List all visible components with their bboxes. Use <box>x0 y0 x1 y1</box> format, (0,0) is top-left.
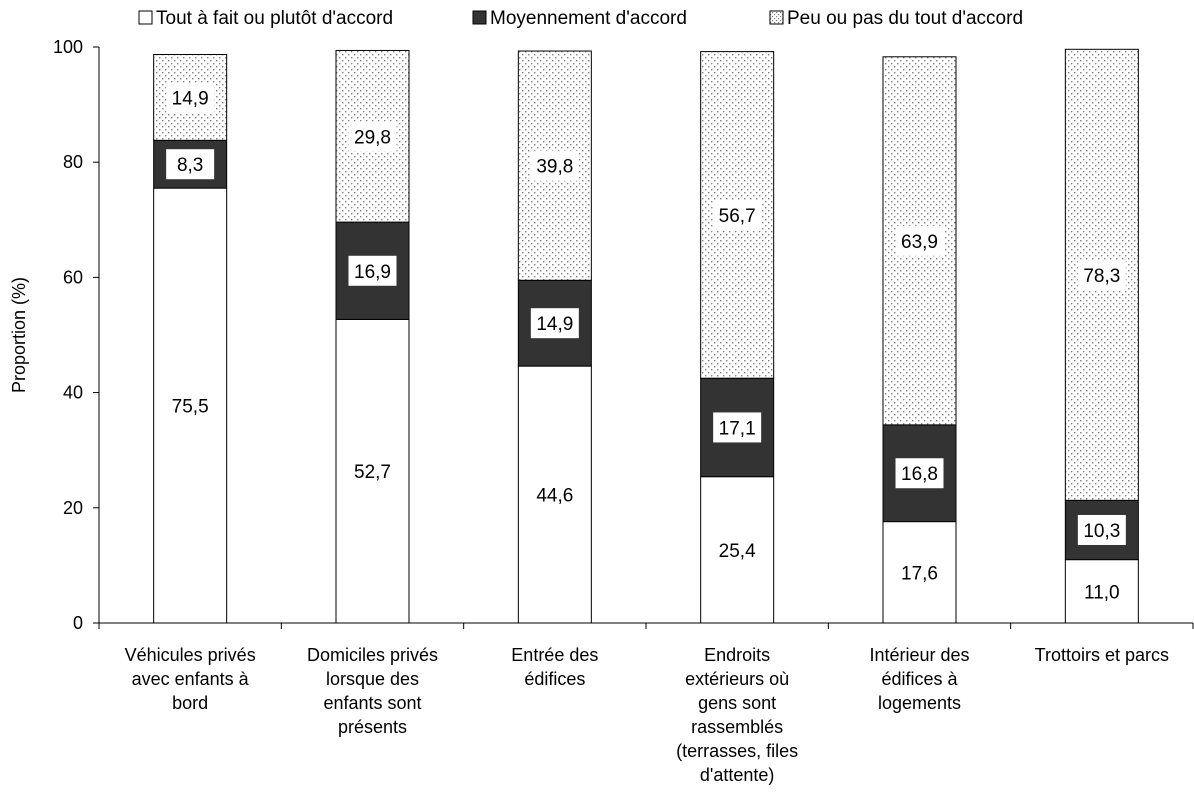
data-label-box <box>895 225 944 256</box>
x-category-label-line: lorsque des <box>326 669 419 689</box>
x-category-label: Endroits extérieurs où gens sont rassemblés… <box>676 645 798 785</box>
y-tick-label: 20 <box>63 498 83 518</box>
x-category-label-line: présents <box>338 717 407 737</box>
y-tick-label: 100 <box>53 37 83 57</box>
x-category-label: Trottoirs et parcs <box>1035 645 1169 665</box>
data-label: 44,6 <box>536 486 573 507</box>
legend-swatch-white <box>138 10 153 25</box>
legend-label: Moyennement d'accord <box>490 8 687 29</box>
bar-segment-white <box>517 365 592 624</box>
y-tick-label: 60 <box>63 267 83 287</box>
x-category-label-line: édifices <box>524 669 585 689</box>
x-category-label-line: logements <box>878 693 961 713</box>
bar-segment-white <box>335 318 410 624</box>
data-label: 39,8 <box>536 157 573 178</box>
data-label-box <box>713 412 762 443</box>
x-category-label-line: (terrasses, files <box>676 741 798 761</box>
data-label-box <box>1077 514 1126 545</box>
data-label: 16,9 <box>354 262 391 283</box>
data-label-box <box>895 458 944 489</box>
x-category-label: Domiciles privés lorsque des enfants sont p… <box>307 645 438 737</box>
data-label: 78,3 <box>1083 266 1120 287</box>
data-label-box <box>1077 259 1126 290</box>
bars <box>153 48 1139 624</box>
x-category-label-line: Entrée des <box>511 645 598 665</box>
legend-swatch-dotted <box>769 10 784 25</box>
bar-segment-white <box>700 476 775 624</box>
data-label-box <box>713 199 762 230</box>
x-category-label-line: Domiciles privés <box>307 645 438 665</box>
legend-label: Peu ou pas du tout d'accord <box>787 8 1023 29</box>
x-category-label-line: d'attente) <box>700 765 775 785</box>
x-category-label-line: gens sont <box>698 693 776 713</box>
data-label-box <box>348 121 397 152</box>
y-tick-label: 80 <box>63 152 83 172</box>
y-tick-label: 40 <box>63 383 83 403</box>
x-category-label-line: édifices à <box>881 669 958 689</box>
x-category-label-line: avec enfants à <box>132 669 250 689</box>
data-label-box <box>166 82 215 113</box>
bar-segment-white <box>882 521 957 624</box>
data-label-box <box>530 308 579 339</box>
x-category-label-line: bord <box>172 693 208 713</box>
y-axis-title: Proportion (%) <box>9 277 29 393</box>
x-category-label-line: Intérieur des <box>869 645 969 665</box>
data-label: 17,1 <box>719 418 756 439</box>
data-label: 63,9 <box>901 232 938 253</box>
data-label-box <box>166 149 215 180</box>
data-labels: 75,5 8,3 14,9 52,7 16,9 29,8 44,6 14,9 39,8 25,4 1… <box>166 82 1126 603</box>
bar-segment-dark <box>700 377 775 478</box>
x-category-label: Intérieur des édifices à logements <box>869 645 969 713</box>
axes: 0 20 40 60 80 100 Proportion (%) Véhicules priv… <box>9 37 1194 785</box>
x-category-label-line: enfants sont <box>323 693 421 713</box>
x-category-label: Entrée des édifices <box>511 645 598 689</box>
bar-segment-white <box>1064 559 1139 624</box>
data-label: 14,9 <box>172 88 209 109</box>
x-category-label-line: Endroits <box>704 645 770 665</box>
bar-segment-white <box>153 187 228 624</box>
x-category-label-line: Véhicules privés <box>125 645 256 665</box>
data-label: 10,3 <box>1083 521 1120 542</box>
data-label-box <box>348 255 397 286</box>
data-label: 75,5 <box>172 397 209 418</box>
data-label: 25,4 <box>719 541 756 562</box>
x-category-label-line: extérieurs où <box>685 669 789 689</box>
x-category-label-line: Trottoirs et parcs <box>1035 645 1169 665</box>
data-label: 16,8 <box>901 464 938 485</box>
data-label: 14,9 <box>536 314 573 335</box>
data-label: 17,6 <box>901 563 938 584</box>
data-label: 56,7 <box>719 206 756 227</box>
data-label: 29,8 <box>354 127 391 148</box>
y-tick-label: 0 <box>73 613 83 633</box>
legend: Tout à fait ou plutôt d'accord Moyennemen… <box>138 8 1023 29</box>
data-label: 8,3 <box>177 155 203 176</box>
data-label: 52,7 <box>354 462 391 483</box>
x-category-label-line: rassemblés <box>691 717 783 737</box>
data-label-box <box>530 150 579 181</box>
legend-label: Tout à fait ou plutôt d'accord <box>156 8 393 29</box>
x-category-label: Véhicules privés avec enfants à bord <box>125 645 256 713</box>
legend-swatch-dark <box>472 10 487 25</box>
data-label: 11,0 <box>1084 582 1120 603</box>
